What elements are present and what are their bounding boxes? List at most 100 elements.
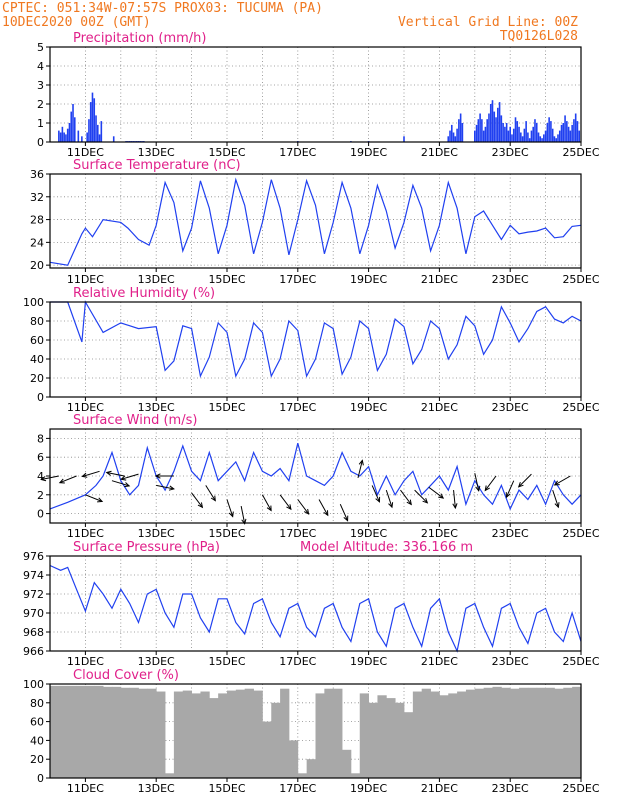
wind-arrow-head bbox=[286, 504, 292, 511]
wind-arrow-head bbox=[97, 497, 104, 503]
wind-arrow-shaft bbox=[385, 489, 393, 508]
precip-bar bbox=[569, 130, 572, 142]
cloud-cover-bar bbox=[536, 687, 546, 778]
wind-arrow-head bbox=[406, 499, 412, 506]
cloud-cover-bar bbox=[554, 688, 564, 778]
x-tick-label: 11DEC bbox=[67, 146, 104, 159]
precip-bar bbox=[88, 119, 90, 142]
wind-arrow-head bbox=[266, 505, 272, 512]
cloud-cover-bar bbox=[306, 759, 316, 778]
precip-bar bbox=[63, 132, 65, 142]
x-tick-label: 25DEC bbox=[562, 782, 599, 795]
cloud-cover-bar bbox=[129, 687, 139, 778]
cloud-cover-bar bbox=[501, 687, 511, 778]
wind-arrow-shaft bbox=[339, 503, 349, 521]
wind-arrow-head bbox=[303, 508, 310, 515]
y-tick-label: 968 bbox=[23, 626, 44, 639]
precip-bar bbox=[112, 136, 115, 142]
cloud-cover-bar bbox=[156, 691, 166, 778]
precip-bar bbox=[100, 121, 103, 142]
wind-arrow bbox=[261, 494, 272, 512]
x-tick-label: 17DEC bbox=[279, 401, 316, 414]
precip-bar bbox=[521, 136, 524, 142]
cloud-cover-bar bbox=[359, 693, 369, 778]
x-tick-label: 21DEC bbox=[421, 273, 458, 286]
cloud-cover-bar bbox=[67, 685, 77, 778]
header-grid-note: Vertical Grid Line: 00Z bbox=[397, 15, 578, 30]
precip-bar bbox=[543, 134, 545, 142]
precip-bar bbox=[498, 102, 501, 142]
precip-bar bbox=[450, 124, 453, 142]
wind-arrow-shaft bbox=[261, 494, 272, 511]
wind-arrow-shaft bbox=[400, 489, 412, 505]
precip-bar bbox=[403, 136, 405, 142]
precip-bar bbox=[560, 124, 563, 142]
cloud-cover-bar bbox=[448, 693, 458, 778]
precip-bar bbox=[475, 124, 478, 142]
y-tick-label: 0 bbox=[37, 391, 44, 404]
precip-bar bbox=[81, 136, 83, 142]
precip-bar bbox=[516, 121, 519, 142]
cloud-cover-bar bbox=[253, 690, 263, 778]
cloud-cover-bar bbox=[76, 685, 86, 778]
cloud-cover-bar bbox=[191, 693, 201, 778]
x-tick-label: 23DEC bbox=[492, 273, 529, 286]
precip-bar bbox=[564, 115, 566, 142]
x-tick-label: 17DEC bbox=[279, 527, 316, 540]
wind-arrow bbox=[226, 499, 234, 518]
precip-bar bbox=[59, 132, 62, 142]
wind-arrow bbox=[111, 480, 131, 488]
x-tick-label: 11DEC bbox=[67, 527, 104, 540]
precip-bar bbox=[527, 132, 529, 142]
wind-arrow-shaft bbox=[121, 473, 139, 480]
wind-arrow bbox=[85, 494, 104, 503]
cloud-cover-bar bbox=[386, 698, 396, 778]
precip-bar bbox=[491, 100, 494, 142]
cloud-cover-bar bbox=[103, 686, 113, 778]
wind-arrow-shaft bbox=[156, 484, 174, 490]
y-tick-label: 8 bbox=[37, 432, 44, 445]
precip-bar bbox=[514, 117, 517, 142]
y-tick-label: 1 bbox=[37, 117, 44, 130]
wind-arrow-shaft bbox=[85, 494, 103, 502]
cloud-cover-bar bbox=[165, 773, 175, 778]
header-date: 10DEC2020 00Z (GMT) bbox=[2, 15, 151, 30]
panel-title: Surface Pressure (hPa) bbox=[73, 540, 220, 555]
wind-arrow-head bbox=[124, 482, 131, 488]
series-line bbox=[49, 442, 582, 511]
x-tick-label: 25DEC bbox=[562, 401, 599, 414]
precip-bar bbox=[91, 92, 94, 142]
wind-arrow-shaft bbox=[279, 494, 292, 510]
precip-bar bbox=[65, 134, 67, 142]
x-tick-label: 25DEC bbox=[562, 146, 599, 159]
y-tick-label: 100 bbox=[23, 678, 44, 691]
wind-arrow-shaft bbox=[82, 470, 100, 477]
panel-title: Surface Wind (m/s) bbox=[73, 413, 197, 428]
wind-arrow-shaft bbox=[357, 460, 363, 479]
header-station: CPTEC: 051:34W-07:57S PROX03: TUCUMA (PA… bbox=[2, 1, 323, 16]
precip-bar bbox=[497, 107, 499, 142]
wind-arrow-shaft bbox=[552, 489, 559, 508]
cloud-cover-bar bbox=[510, 688, 520, 778]
cloud-cover-bar bbox=[182, 690, 192, 778]
precip-bar bbox=[567, 126, 570, 142]
x-tick-label: 13DEC bbox=[138, 273, 175, 286]
precip-bar bbox=[553, 136, 556, 142]
wind-arrow-shaft bbox=[414, 489, 428, 504]
cloud-cover-bar bbox=[333, 688, 343, 778]
cloud-cover-bar bbox=[271, 702, 281, 778]
x-tick-label: 11DEC bbox=[67, 273, 104, 286]
wind-arrow bbox=[81, 470, 100, 478]
precip-bar bbox=[482, 130, 485, 142]
x-tick-label: 19DEC bbox=[350, 273, 387, 286]
y-tick-label: 36 bbox=[30, 168, 44, 181]
x-tick-label: 15DEC bbox=[208, 146, 245, 159]
wind-arrow bbox=[505, 480, 515, 499]
y-tick-label: 966 bbox=[23, 645, 44, 658]
panel-frame bbox=[49, 683, 582, 779]
cloud-cover-bar bbox=[492, 686, 502, 778]
precip-bar bbox=[539, 136, 542, 142]
panel-0: 0 1 2 3 4 5 11DEC 13DEC 15DEC 17DEC 19DEC 21DEC 23DE… bbox=[37, 31, 600, 159]
cloud-cover-bar bbox=[465, 689, 476, 778]
